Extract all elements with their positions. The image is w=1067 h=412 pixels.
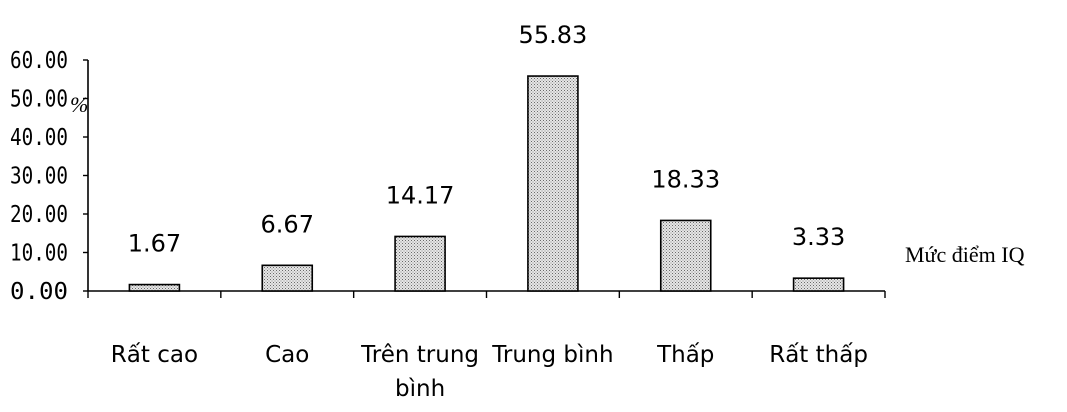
- category-label: Trung bình: [491, 342, 613, 368]
- x-axis: [87, 290, 886, 298]
- category-label: Rất cao: [111, 342, 198, 368]
- y-tick-label: 30.00: [10, 164, 68, 190]
- bar-value-label: 14.17: [386, 181, 455, 209]
- category-labels: Rất cao Cao Trên trung bình Trung bình Thấp Rấ…: [111, 342, 868, 402]
- y-tick-label: 10.00: [10, 241, 68, 267]
- y-tick-label: 40.00: [10, 125, 68, 151]
- y-axis: 0.00 10.00 20.00 30.00 40.00 50.00 60.00: [10, 48, 89, 305]
- category-label: Rất thấp: [769, 342, 868, 368]
- bar: [394, 235, 446, 292]
- bar: [261, 264, 314, 292]
- bar-value-label: 1.67: [128, 230, 181, 258]
- bars: [128, 75, 845, 292]
- bar-value-label: 3.33: [792, 223, 845, 251]
- y-tick-label: 60.00: [10, 48, 68, 74]
- y-axis-unit-label: %: [70, 92, 88, 117]
- category-label: bình: [395, 376, 445, 402]
- bar: [128, 283, 181, 292]
- x-axis-title: Mức điểm IQ: [905, 242, 1025, 267]
- category-label: Cao: [265, 342, 309, 368]
- bar: [659, 219, 712, 292]
- bar: [792, 277, 845, 292]
- bar-value-label: 55.83: [519, 21, 588, 49]
- y-tick-label: 50.00: [10, 87, 68, 113]
- bar-value-label: 6.67: [261, 210, 314, 238]
- category-label: Trên trung: [360, 342, 479, 368]
- y-tick-label: 20.00: [10, 202, 68, 228]
- y-tick-label: 0.00: [10, 279, 68, 305]
- bar: [527, 75, 579, 292]
- bar-value-label: 18.33: [651, 165, 720, 193]
- category-label: Thấp: [656, 342, 714, 368]
- value-labels: 1.67 6.67 14.17 55.83 18.33 3.33: [128, 21, 846, 258]
